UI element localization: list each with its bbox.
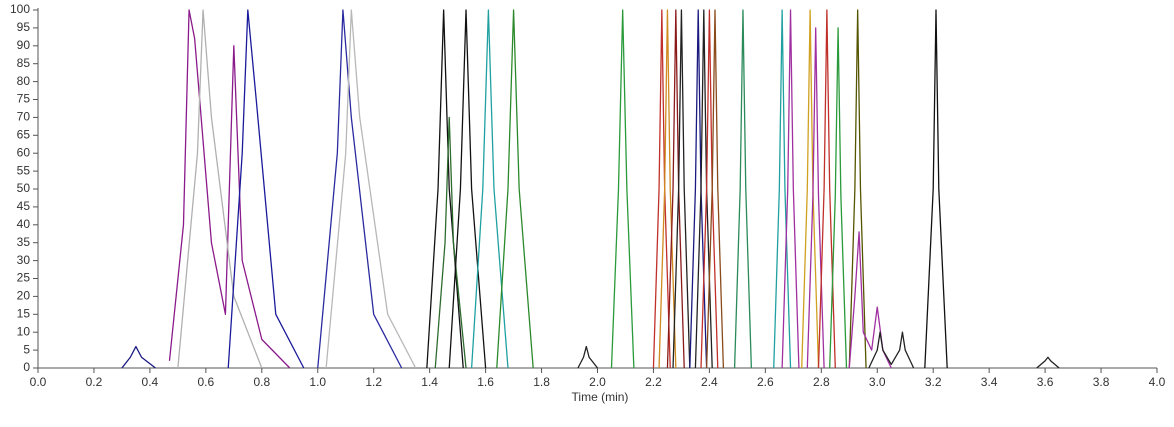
peak-trace bbox=[924, 9, 948, 369]
y-tick-label: 85 bbox=[17, 56, 31, 70]
y-tick-label: 75 bbox=[17, 92, 31, 106]
y-tick-label: 90 bbox=[17, 38, 31, 52]
peak-trace bbox=[705, 9, 725, 369]
peak-trace bbox=[672, 9, 691, 369]
peak-trace bbox=[496, 9, 534, 369]
y-tick-label: 100 bbox=[10, 2, 30, 16]
peak-trace bbox=[700, 9, 719, 369]
x-tick-label: 2.6 bbox=[757, 375, 774, 389]
y-tick-label: 0 bbox=[23, 360, 30, 374]
peak-trace bbox=[470, 9, 509, 369]
x-tick-label: 0.0 bbox=[30, 375, 47, 389]
peak-trace bbox=[733, 9, 753, 369]
peak-trace bbox=[434, 116, 467, 369]
x-tick-label: 0.4 bbox=[142, 375, 159, 389]
y-tick-label: 50 bbox=[17, 181, 31, 195]
peak-trace bbox=[868, 331, 915, 369]
y-tick-label: 10 bbox=[17, 324, 31, 338]
y-tick-label: 55 bbox=[17, 163, 31, 177]
y-tick-label: 70 bbox=[17, 110, 31, 124]
peak-trace bbox=[652, 9, 671, 369]
y-tick-label: 65 bbox=[17, 127, 31, 141]
peak-trace bbox=[829, 27, 848, 369]
x-tick-label: 1.4 bbox=[421, 375, 438, 389]
y-tick-label: 35 bbox=[17, 235, 31, 249]
peak-trace bbox=[658, 9, 677, 369]
peak-trace bbox=[801, 9, 820, 369]
peak-trace bbox=[773, 9, 792, 369]
y-tick-label: 40 bbox=[17, 217, 31, 231]
x-tick-label: 0.8 bbox=[253, 375, 270, 389]
x-tick-label: 0.2 bbox=[86, 375, 103, 389]
peak-trace bbox=[168, 9, 291, 369]
x-tick-label: 3.6 bbox=[1037, 375, 1054, 389]
peak-trace bbox=[817, 9, 836, 369]
peak-trace bbox=[317, 9, 403, 369]
peak-trace bbox=[848, 231, 892, 369]
x-tick-label: 3.2 bbox=[925, 375, 942, 389]
peak-trace bbox=[610, 9, 635, 369]
y-tick-label: 25 bbox=[17, 271, 31, 285]
y-tick-label: 30 bbox=[17, 253, 31, 267]
y-tick-label: 15 bbox=[17, 306, 31, 320]
x-tick-label: 2.0 bbox=[589, 375, 606, 389]
x-tick-label: 1.6 bbox=[477, 375, 494, 389]
peak-trace bbox=[227, 9, 305, 369]
peak-trace bbox=[577, 345, 599, 369]
peak-trace bbox=[325, 9, 417, 369]
peak-trace bbox=[177, 9, 263, 369]
x-tick-label: 3.4 bbox=[981, 375, 998, 389]
x-tick-label: 1.0 bbox=[309, 375, 326, 389]
y-tick-label: 60 bbox=[17, 145, 31, 159]
peak-trace bbox=[694, 9, 713, 369]
y-tick-label: 45 bbox=[17, 199, 31, 213]
peak-trace bbox=[848, 9, 867, 369]
peak-trace bbox=[1036, 356, 1060, 369]
y-tick-label: 95 bbox=[17, 20, 31, 34]
peak-trace bbox=[689, 9, 708, 369]
y-tick-label: 20 bbox=[17, 289, 31, 303]
peak-trace bbox=[448, 9, 487, 369]
x-tick-label: 3.8 bbox=[1093, 375, 1110, 389]
peak-trace bbox=[806, 27, 825, 369]
peak-trace bbox=[426, 9, 464, 369]
x-tick-label: 2.8 bbox=[813, 375, 830, 389]
x-tick-label: 1.8 bbox=[533, 375, 550, 389]
x-tick-label: 3.0 bbox=[869, 375, 886, 389]
y-tick-label: 80 bbox=[17, 74, 31, 88]
peak-trace bbox=[121, 345, 156, 369]
x-tick-label: 2.4 bbox=[701, 375, 718, 389]
x-axis-label: Time (min) bbox=[572, 390, 629, 404]
x-tick-label: 4.0 bbox=[1149, 375, 1166, 389]
y-tick-label: 5 bbox=[23, 342, 30, 356]
x-tick-label: 2.2 bbox=[645, 375, 662, 389]
peak-trace bbox=[781, 9, 800, 369]
x-tick-label: 0.6 bbox=[198, 375, 215, 389]
x-tick-label: 1.2 bbox=[365, 375, 382, 389]
peak-trace bbox=[666, 9, 685, 369]
